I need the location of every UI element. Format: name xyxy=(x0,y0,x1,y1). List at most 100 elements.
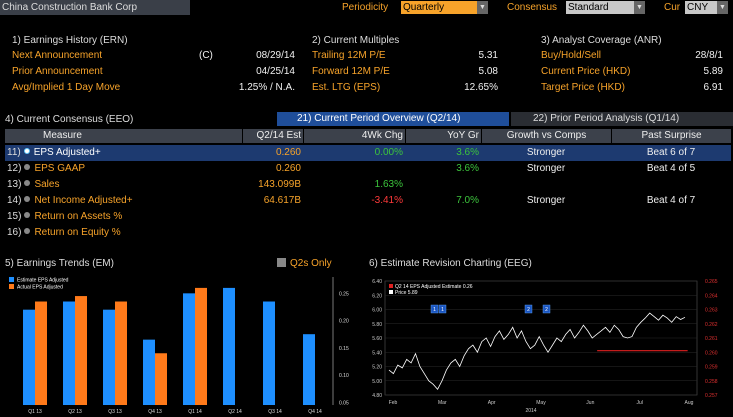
revision-marker-label: 1 xyxy=(441,307,444,313)
current-price-label: Current Price (HKD) xyxy=(541,66,631,77)
surprise-cell xyxy=(611,225,731,241)
y-tick-label-right: 0.257 xyxy=(705,393,718,399)
revision-marker-label: 2 xyxy=(527,307,530,313)
buy-hold-sell-label: Buy/Hold/Sell xyxy=(541,50,602,61)
estimate-revision-chart: 6.40 0.265 6.20 0.264 6.00 0.263 5.80 0.262 5.60… xyxy=(369,271,733,417)
target-price-value: 6.91 xyxy=(703,82,723,93)
growth-cell: Stronger xyxy=(526,147,566,158)
consensus-select[interactable]: Standard xyxy=(566,1,634,14)
earnings-history-title[interactable]: 1) Earnings History (ERN) xyxy=(12,35,128,46)
current-consensus-title[interactable]: 4) Current Consensus (EEO) xyxy=(5,114,134,125)
yoy-cell xyxy=(405,177,481,193)
revision-marker xyxy=(542,304,551,314)
estimate-cell: 143.099B xyxy=(258,179,301,190)
est-ltg-value: 12.65% xyxy=(464,82,498,93)
x-tick-label: Jun xyxy=(586,400,594,406)
legend-swatch-price xyxy=(389,290,393,294)
currency-dropdown-icon[interactable]: ▼ xyxy=(717,1,728,14)
current-multiples-title[interactable]: 2) Current Multiples xyxy=(312,35,400,46)
x-tick-label: Q2 14 xyxy=(228,409,242,415)
col-growth-vs-comps[interactable]: Growth vs Comps xyxy=(481,129,611,143)
checkbox-icon xyxy=(277,258,286,267)
y-tick-label-left: 5.20 xyxy=(372,365,382,371)
x-tick-label: Q1 13 xyxy=(28,409,42,415)
y-tick-label-left: 6.20 xyxy=(372,293,382,299)
tab-current-period[interactable]: 21) Current Period Overview (Q2/14) xyxy=(277,112,509,126)
chg-cell xyxy=(303,161,405,177)
col-measure[interactable]: Measure xyxy=(43,130,82,141)
x-sublabel: 2014 xyxy=(525,408,536,414)
chg-cell: -3.41% xyxy=(371,195,403,206)
measure-name: Return on Assets % xyxy=(34,211,123,222)
y-tick-label-right: 0.258 xyxy=(705,379,718,385)
periodicity-dropdown-icon[interactable]: ▼ xyxy=(477,1,488,14)
forward-pe-label: Forward 12M P/E xyxy=(312,66,390,77)
radio-icon[interactable] xyxy=(24,196,31,202)
earnings-trends-title[interactable]: 5) Earnings Trends (EM) xyxy=(5,258,114,269)
radio-icon[interactable] xyxy=(24,212,31,218)
target-price-label: Target Price (HKD) xyxy=(541,82,625,93)
growth-cell: Stronger xyxy=(526,195,566,206)
consensus-row[interactable]: 16) Return on Equity % xyxy=(5,225,731,241)
bar xyxy=(195,287,207,405)
forward-pe-value: 5.08 xyxy=(478,66,498,77)
bar xyxy=(115,301,127,405)
q2s-only-toggle[interactable]: Q2s Only xyxy=(277,258,332,269)
growth-cell xyxy=(481,177,611,193)
next-announcement-flag: (C) xyxy=(199,50,213,61)
consensus-row[interactable]: 14) Net Income Adjusted+ 64.617B -3.41% 7.0%… xyxy=(5,193,731,209)
col-past-surprise[interactable]: Past Surprise xyxy=(611,129,731,143)
x-tick-label: Mar xyxy=(438,400,447,406)
periodicity-select[interactable]: Quarterly xyxy=(401,1,477,14)
y-tick-label-right: 0.262 xyxy=(705,322,718,328)
radio-icon[interactable] xyxy=(24,164,31,170)
price-line xyxy=(388,312,686,391)
measure-cell: 13) Sales xyxy=(5,177,242,193)
revision-marker xyxy=(524,304,533,314)
x-tick-label: Apr xyxy=(488,400,496,406)
growth-cell: Stronger xyxy=(526,163,566,174)
current-price-value: 5.89 xyxy=(703,66,723,77)
x-tick-label: Q1 14 xyxy=(188,409,202,415)
currency-label: Cur xyxy=(664,2,681,13)
bar xyxy=(155,353,167,405)
estimate-revision-title[interactable]: 6) Estimate Revision Charting (EEG) xyxy=(369,258,532,269)
avg-move-value: 1.25% / N.A. xyxy=(238,82,295,93)
measure-cell: 15) Return on Assets % xyxy=(5,209,242,225)
estimate-cell: 0.260 xyxy=(275,147,301,158)
trailing-pe-value: 5.31 xyxy=(478,50,498,61)
revision-marker xyxy=(430,304,439,314)
earnings-trends-chart: 0.25 0.20 0.15 0.10 0.05 Q1 13 Q2 13 Q3 13 Q4 13… xyxy=(5,271,365,417)
consensus-row[interactable]: 11) EPS Adjusted+ 0.260 0.00% 3.6% Stronger Be… xyxy=(5,145,731,161)
currency-select[interactable]: CNY xyxy=(685,1,717,14)
measure-name: EPS Adjusted+ xyxy=(33,147,101,158)
next-announcement-label: Next Announcement xyxy=(12,50,103,61)
consensus-row[interactable]: 13) Sales 143.099B 1.63% xyxy=(5,177,731,193)
legend-label: Actual EPS Adjusted xyxy=(17,285,63,291)
consensus-label: Consensus xyxy=(507,2,558,13)
bar xyxy=(143,339,155,405)
consensus-row[interactable]: 12) EPS GAAP 0.260 3.6% Stronger Beat 4 of 5 xyxy=(5,161,731,177)
consensus-dropdown-icon[interactable]: ▼ xyxy=(634,1,645,14)
consensus-row[interactable]: 15) Return on Assets % xyxy=(5,209,731,225)
col-yoy[interactable]: YoY Gr xyxy=(405,129,481,143)
col-estimate[interactable]: Q2/14 Est xyxy=(242,129,303,143)
chg-cell xyxy=(303,209,405,225)
x-tick-label: Q3 14 xyxy=(268,409,282,415)
y-tick-label-left: 5.80 xyxy=(372,322,382,328)
radio-icon[interactable] xyxy=(24,180,31,186)
tab-prior-period[interactable]: 22) Prior Period Analysis (Q1/14) xyxy=(511,112,733,126)
trailing-pe-label: Trailing 12M P/E xyxy=(312,50,386,61)
radio-icon[interactable] xyxy=(23,148,30,154)
estimate-cell: 64.617B xyxy=(263,195,301,206)
buy-hold-sell-value: 28/8/1 xyxy=(695,50,723,61)
analyst-coverage-title[interactable]: 3) Analyst Coverage (ANR) xyxy=(541,35,662,46)
row-number: 13) xyxy=(7,179,22,190)
bar xyxy=(223,287,235,405)
col-4wk-chg[interactable]: 4Wk Chg xyxy=(303,129,405,143)
next-announcement-value: 08/29/14 xyxy=(256,50,295,61)
legend-label-price: Price 5.89 xyxy=(395,290,418,296)
measure-cell: 11) EPS Adjusted+ xyxy=(5,145,242,161)
yoy-cell xyxy=(405,209,481,225)
radio-icon[interactable] xyxy=(24,228,31,234)
